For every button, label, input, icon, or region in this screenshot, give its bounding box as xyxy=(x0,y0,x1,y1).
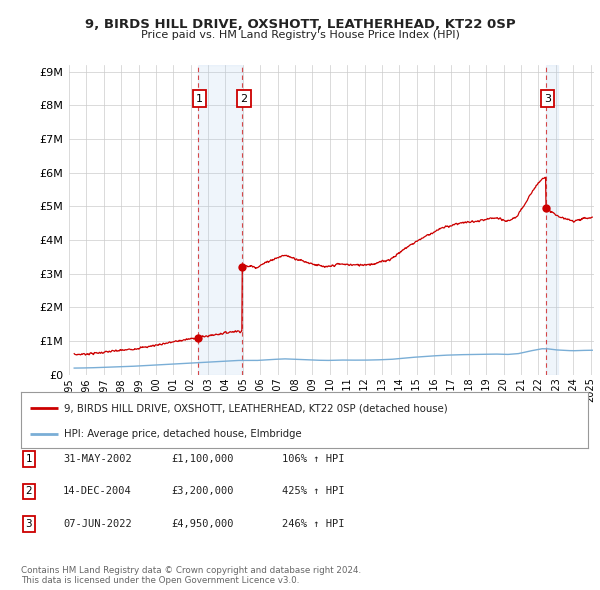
Text: 2: 2 xyxy=(25,487,32,496)
Text: £4,950,000: £4,950,000 xyxy=(171,519,233,529)
Text: 1: 1 xyxy=(25,454,32,464)
Text: HPI: Average price, detached house, Elmbridge: HPI: Average price, detached house, Elmb… xyxy=(64,430,301,440)
Text: 3: 3 xyxy=(544,94,551,104)
Bar xyxy=(546,65,558,375)
Text: 3: 3 xyxy=(25,519,32,529)
Text: 2: 2 xyxy=(241,94,247,104)
Text: 31-MAY-2002: 31-MAY-2002 xyxy=(63,454,132,464)
Text: Contains HM Land Registry data © Crown copyright and database right 2024.
This d: Contains HM Land Registry data © Crown c… xyxy=(21,566,361,585)
Text: 14-DEC-2004: 14-DEC-2004 xyxy=(63,487,132,496)
Text: 425% ↑ HPI: 425% ↑ HPI xyxy=(282,487,344,496)
Text: 106% ↑ HPI: 106% ↑ HPI xyxy=(282,454,344,464)
Text: 07-JUN-2022: 07-JUN-2022 xyxy=(63,519,132,529)
Text: 1: 1 xyxy=(196,94,203,104)
Text: 9, BIRDS HILL DRIVE, OXSHOTT, LEATHERHEAD, KT22 0SP: 9, BIRDS HILL DRIVE, OXSHOTT, LEATHERHEA… xyxy=(85,18,515,31)
Text: 9, BIRDS HILL DRIVE, OXSHOTT, LEATHERHEAD, KT22 0SP (detached house): 9, BIRDS HILL DRIVE, OXSHOTT, LEATHERHEA… xyxy=(64,403,447,413)
Text: £1,100,000: £1,100,000 xyxy=(171,454,233,464)
Text: Price paid vs. HM Land Registry's House Price Index (HPI): Price paid vs. HM Land Registry's House … xyxy=(140,30,460,40)
Bar xyxy=(198,65,242,375)
Text: 246% ↑ HPI: 246% ↑ HPI xyxy=(282,519,344,529)
Text: £3,200,000: £3,200,000 xyxy=(171,487,233,496)
